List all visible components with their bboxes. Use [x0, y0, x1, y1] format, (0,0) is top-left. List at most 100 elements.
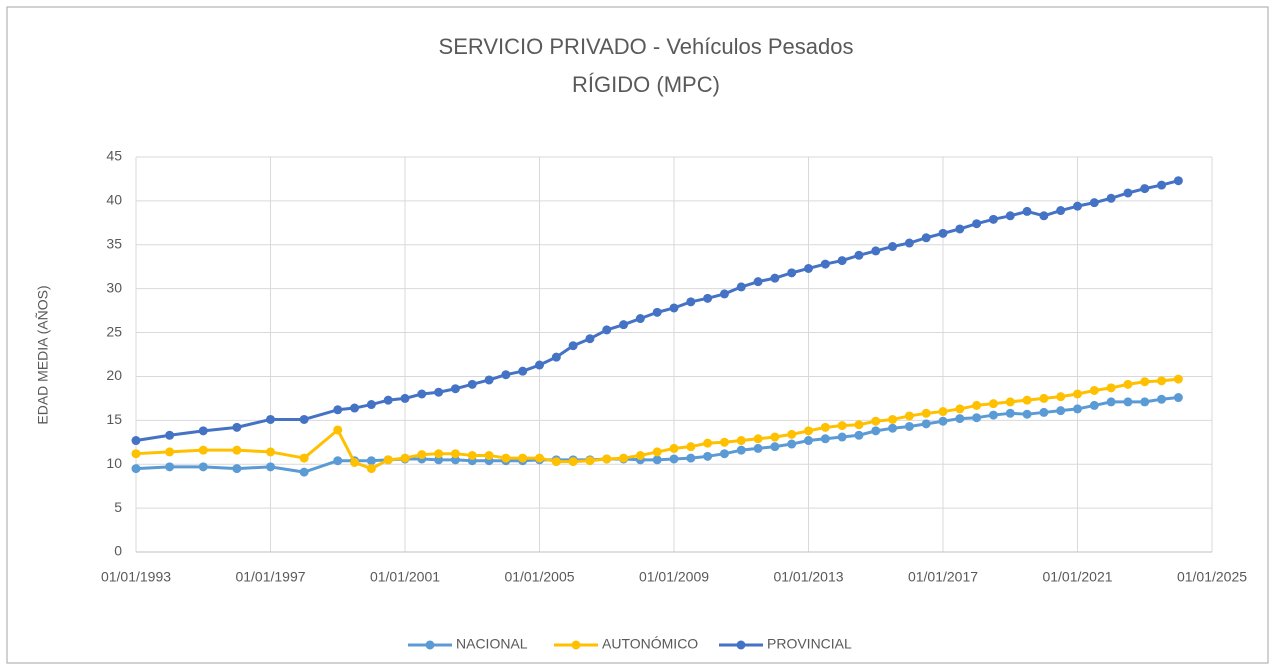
data-point: [1056, 392, 1066, 402]
data-point: [450, 449, 460, 459]
data-point: [703, 451, 713, 461]
data-point: [1005, 211, 1015, 221]
data-point: [131, 436, 141, 446]
data-point: [972, 413, 982, 423]
data-point: [1140, 397, 1150, 407]
data-point: [232, 445, 242, 455]
data-point: [871, 426, 881, 436]
data-point: [467, 450, 477, 460]
data-point: [854, 420, 864, 430]
data-point: [1089, 385, 1099, 395]
data-point: [165, 430, 175, 440]
data-point: [820, 434, 830, 444]
data-point: [938, 416, 948, 426]
data-point: [669, 443, 679, 453]
data-point: [568, 457, 578, 467]
data-point: [686, 297, 696, 307]
data-point: [871, 246, 881, 256]
data-point: [938, 228, 948, 238]
data-point: [804, 436, 813, 446]
data-point: [955, 404, 965, 414]
data-point: [1123, 188, 1133, 198]
legend-label: PROVINCIAL: [767, 636, 852, 652]
data-point: [299, 467, 309, 477]
y-tick-label: 35: [106, 235, 122, 251]
y-tick-label: 20: [106, 367, 122, 383]
x-tick-label: 01/01/1997: [235, 569, 305, 585]
data-point: [1106, 397, 1116, 407]
data-point: [904, 411, 914, 421]
data-point: [1022, 395, 1032, 405]
data-point: [652, 307, 662, 317]
data-point: [501, 370, 511, 380]
data-point: [350, 457, 360, 467]
data-point: [921, 408, 931, 418]
data-point: [333, 405, 343, 415]
data-point: [837, 421, 847, 431]
data-point: [551, 352, 561, 362]
data-point: [719, 437, 729, 447]
data-point: [837, 432, 847, 442]
data-point: [1005, 408, 1015, 418]
data-point: [1022, 409, 1032, 419]
y-tick-label: 15: [106, 411, 122, 427]
legend-label: NACIONAL: [456, 636, 528, 652]
data-point: [366, 456, 376, 466]
data-point: [854, 430, 864, 440]
data-point: [1106, 193, 1116, 203]
data-point: [904, 238, 914, 248]
data-point: [736, 282, 746, 292]
data-point: [535, 360, 544, 370]
data-point: [333, 456, 343, 466]
data-point: [1123, 397, 1133, 407]
x-tick-label: 01/01/2021: [1042, 569, 1112, 585]
data-point: [1123, 379, 1133, 389]
data-point: [299, 453, 309, 463]
data-point: [1039, 393, 1049, 403]
data-point: [770, 442, 780, 452]
data-point: [753, 277, 763, 287]
data-point: [366, 464, 376, 474]
x-tick-label: 01/01/2013: [773, 569, 843, 585]
data-point: [232, 422, 242, 432]
data-point: [434, 387, 444, 397]
data-point: [484, 375, 494, 385]
chart-title: SERVICIO PRIVADO - Vehículos Pesados: [439, 34, 854, 59]
data-point: [1173, 176, 1183, 186]
y-axis-label: EDAD MEDIA (AÑOS): [35, 285, 51, 424]
data-point: [719, 289, 729, 299]
data-point: [1056, 206, 1066, 216]
data-point: [686, 442, 696, 452]
data-point: [585, 334, 595, 344]
x-tick-label: 01/01/2017: [908, 569, 978, 585]
data-point: [518, 366, 528, 376]
data-point: [1039, 407, 1049, 417]
data-point: [535, 453, 544, 463]
data-point: [1022, 206, 1032, 216]
data-point: [1073, 404, 1082, 414]
data-point: [417, 389, 427, 399]
data-point: [736, 436, 746, 446]
data-point: [1140, 184, 1150, 194]
data-point: [1157, 180, 1167, 190]
data-point: [921, 233, 931, 243]
data-point: [703, 438, 713, 448]
data-point: [1173, 374, 1183, 384]
data-point: [904, 421, 914, 431]
data-point: [988, 214, 998, 224]
data-point: [400, 393, 410, 403]
data-point: [669, 454, 679, 464]
data-point: [602, 325, 612, 335]
data-point: [299, 414, 309, 424]
data-point: [955, 224, 965, 234]
data-point: [955, 414, 965, 424]
data-point: [787, 439, 797, 449]
y-tick-label: 45: [106, 148, 122, 164]
data-point: [417, 450, 427, 460]
data-point: [921, 419, 931, 429]
data-point: [635, 450, 645, 460]
y-tick-label: 0: [114, 543, 122, 559]
y-tick-label: 30: [106, 279, 122, 295]
data-point: [988, 399, 998, 409]
